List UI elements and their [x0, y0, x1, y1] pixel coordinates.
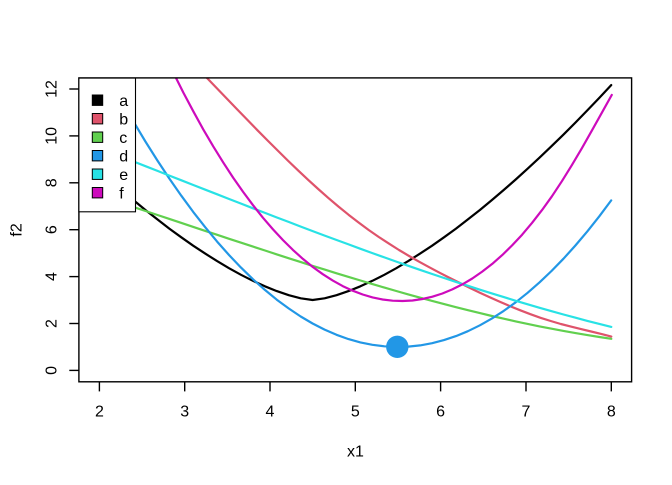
svg-text:d: d: [119, 149, 128, 166]
svg-text:4: 4: [44, 272, 61, 281]
svg-text:6: 6: [44, 225, 61, 234]
svg-text:4: 4: [266, 404, 275, 421]
svg-text:8: 8: [607, 404, 616, 421]
svg-text:f: f: [119, 186, 124, 203]
svg-text:x1: x1: [347, 443, 364, 460]
svg-text:0: 0: [44, 366, 61, 375]
svg-text:e: e: [119, 167, 128, 184]
svg-text:b: b: [119, 112, 128, 129]
svg-text:2: 2: [44, 319, 61, 328]
svg-text:6: 6: [436, 404, 445, 421]
svg-text:2: 2: [95, 404, 104, 421]
svg-text:5: 5: [351, 404, 360, 421]
svg-text:a: a: [119, 93, 128, 110]
svg-text:3: 3: [180, 404, 189, 421]
svg-text:7: 7: [522, 404, 531, 421]
svg-text:f2: f2: [9, 223, 26, 236]
svg-text:8: 8: [44, 178, 61, 187]
svg-text:10: 10: [44, 127, 61, 145]
svg-text:12: 12: [44, 80, 61, 98]
svg-text:c: c: [119, 130, 127, 147]
